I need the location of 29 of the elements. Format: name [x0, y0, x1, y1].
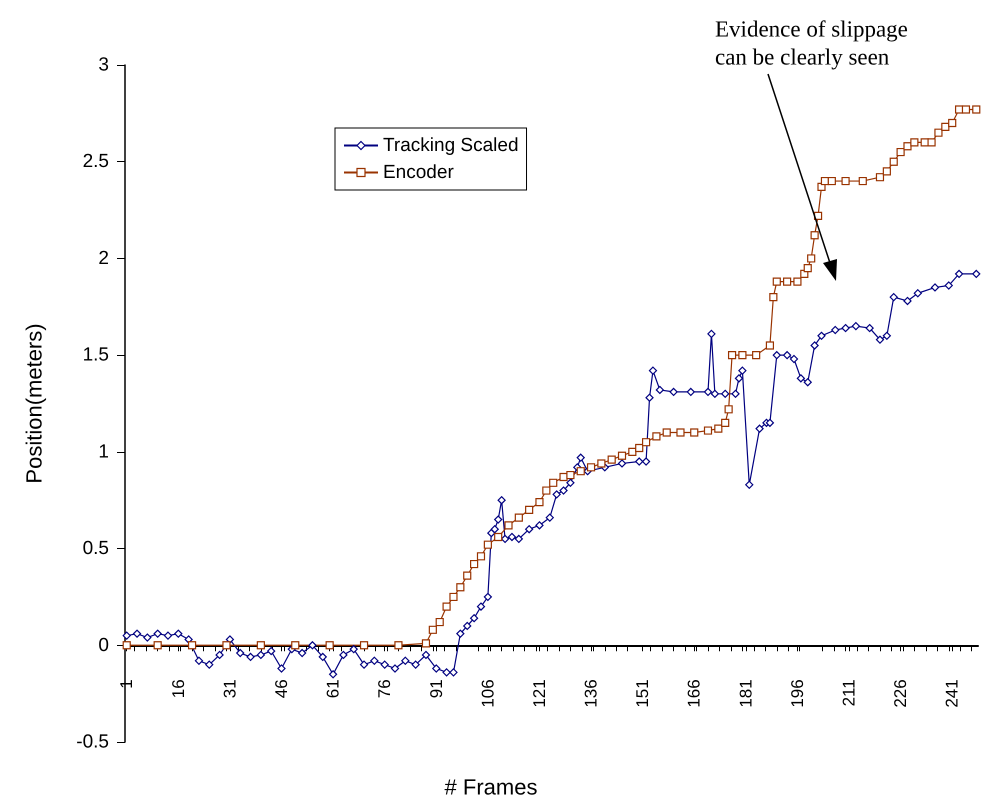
x-tick-label: 181	[736, 679, 756, 708]
x-tick-label: 31	[220, 679, 240, 698]
x-tick-label: 211	[840, 679, 859, 706]
x-tick-label: 241	[942, 679, 962, 708]
x-tick-label: 121	[530, 679, 549, 708]
x-tick-label: 151	[633, 679, 652, 708]
x-axis-title: # Frames	[444, 774, 538, 800]
x-tick-label: 226	[891, 679, 910, 708]
x-tick-label: 136	[582, 679, 601, 708]
y-tick-label: 0	[98, 634, 109, 656]
y-tick-label: 2	[98, 248, 109, 269]
y-tick-label: 1	[98, 441, 109, 462]
x-tick-label: 106	[478, 679, 498, 708]
y-axis-title: Position(meters)	[22, 323, 46, 484]
x-tick-label: 196	[788, 679, 807, 708]
x-tick-label: 16	[168, 679, 188, 698]
x-tick-label: 61	[324, 679, 343, 698]
y-tick-label: 1.5	[82, 344, 109, 366]
x-tick-label: 76	[375, 679, 394, 698]
y-tick-label: -0.5	[76, 732, 109, 752]
y-tick-label: 3	[98, 54, 109, 76]
x-tick-label: 166	[684, 679, 704, 708]
annotation: Evidence of slippage can be clearly seen	[715, 16, 914, 70]
y-tick-label: 0.5	[82, 538, 109, 560]
y-tick-label: 2.5	[82, 151, 109, 172]
legend-label: Encoder	[383, 162, 454, 183]
x-tick-label: 91	[426, 679, 446, 698]
x-tick-label: 46	[272, 679, 291, 698]
legend-label: Tracking Scaled	[383, 135, 519, 156]
